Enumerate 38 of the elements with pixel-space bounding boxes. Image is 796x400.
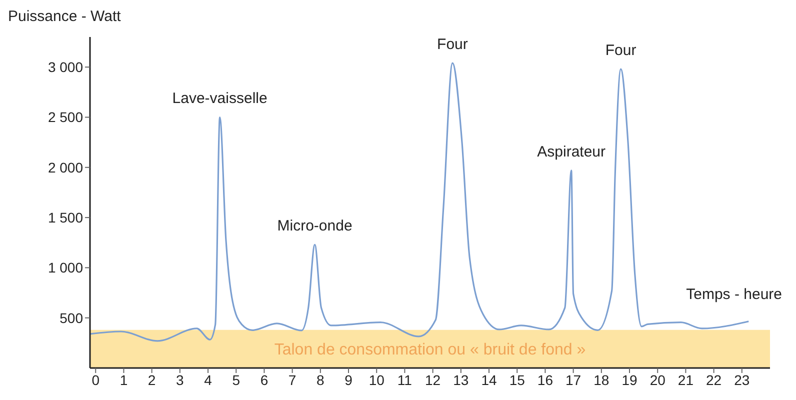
x-tick-label: 1 xyxy=(120,372,128,388)
x-tick-label: 15 xyxy=(509,372,526,388)
annotation: Four xyxy=(437,36,468,54)
annotation: Micro-onde xyxy=(277,218,352,235)
annotation: Four xyxy=(605,42,636,60)
annotation: Lave-vaisselle xyxy=(172,90,268,108)
x-tick-label: 6 xyxy=(260,372,268,388)
y-tick-label: 500 xyxy=(60,310,84,326)
y-tick-label: 1 000 xyxy=(48,260,84,276)
x-tick-label: 20 xyxy=(650,372,666,388)
y-tick-label: 3 000 xyxy=(48,59,84,76)
x-tick-label: 19 xyxy=(622,372,638,388)
x-axis-title: Temps - heure xyxy=(686,286,782,303)
x-tick-label: 5 xyxy=(232,372,240,388)
y-tick-label: 2 500 xyxy=(48,109,84,126)
x-tick-label: 23 xyxy=(734,372,750,388)
x-tick-label: 3 xyxy=(176,372,184,388)
y-axis-title: Puissance - Watt xyxy=(8,8,121,25)
x-tick-label: 0 xyxy=(92,372,100,388)
band-label: Talon de consommation ou « bruit de fond » xyxy=(274,342,586,359)
x-tick-label: 12 xyxy=(425,372,441,388)
x-tick-label: 16 xyxy=(537,372,554,388)
y-tick-label: 2 000 xyxy=(48,159,84,176)
x-tick-label: 13 xyxy=(453,372,469,388)
x-tick-label: 11 xyxy=(397,372,412,388)
x-tick-label: 21 xyxy=(678,372,694,388)
x-tick-label: 22 xyxy=(706,372,722,388)
x-tick-label: 2 xyxy=(148,372,156,388)
x-tick-label: 18 xyxy=(594,372,610,388)
x-tick-label: 10 xyxy=(368,372,385,388)
x-tick-label: 17 xyxy=(566,372,582,388)
y-tick-label: 1 500 xyxy=(48,210,84,226)
x-tick-label: 4 xyxy=(204,372,212,388)
x-tick-label: 8 xyxy=(316,372,325,388)
x-tick-label: 9 xyxy=(344,372,353,388)
x-tick-label: 7 xyxy=(288,372,296,388)
x-tick-label: 14 xyxy=(481,372,498,388)
annotation: Aspirateur xyxy=(537,143,606,160)
